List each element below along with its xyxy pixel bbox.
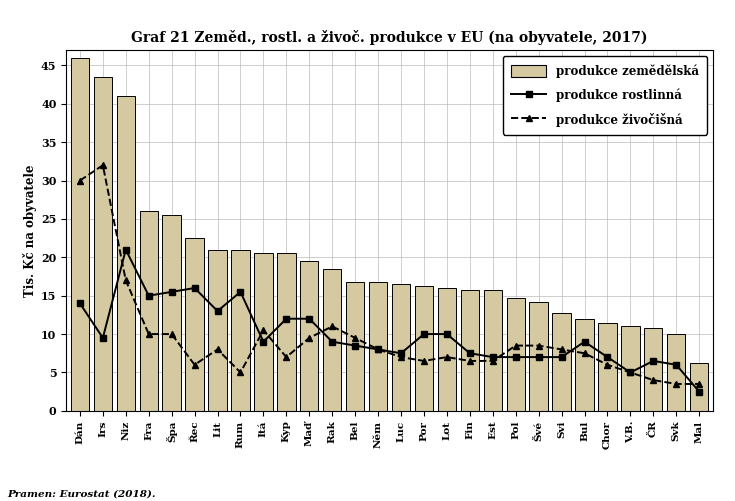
Bar bbox=[162, 215, 181, 411]
Bar bbox=[506, 298, 525, 411]
Bar bbox=[300, 261, 318, 411]
Bar bbox=[208, 249, 226, 411]
Bar bbox=[277, 254, 295, 411]
Bar bbox=[346, 282, 365, 411]
Bar bbox=[254, 254, 273, 411]
Bar bbox=[93, 77, 112, 411]
Bar bbox=[576, 319, 594, 411]
Bar bbox=[369, 282, 387, 411]
Y-axis label: Tis. Kč na obyvatele: Tis. Kč na obyvatele bbox=[23, 164, 37, 297]
Bar bbox=[667, 334, 686, 411]
Bar bbox=[598, 323, 617, 411]
Bar bbox=[484, 290, 502, 411]
Bar bbox=[621, 326, 639, 411]
Bar bbox=[553, 313, 571, 411]
Bar bbox=[415, 287, 433, 411]
Bar bbox=[323, 269, 341, 411]
Bar bbox=[690, 363, 709, 411]
Bar bbox=[461, 290, 479, 411]
Bar bbox=[185, 238, 204, 411]
Text: Pramen: Eurostat (2018).: Pramen: Eurostat (2018). bbox=[7, 489, 156, 498]
Bar bbox=[140, 211, 158, 411]
Bar bbox=[438, 288, 456, 411]
Title: Graf 21 Zeměd., rostl. a živoč. produkce v EU (na obyvatele, 2017): Graf 21 Zeměd., rostl. a živoč. produkce… bbox=[132, 30, 648, 45]
Bar bbox=[117, 96, 135, 411]
Bar bbox=[529, 302, 548, 411]
Bar bbox=[232, 249, 250, 411]
Bar bbox=[644, 328, 662, 411]
Bar bbox=[392, 284, 410, 411]
Bar bbox=[71, 58, 89, 411]
Legend: produkce zemědělská, produkce rostlinná, produkce živočišná: produkce zemědělská, produkce rostlinná,… bbox=[503, 56, 707, 135]
